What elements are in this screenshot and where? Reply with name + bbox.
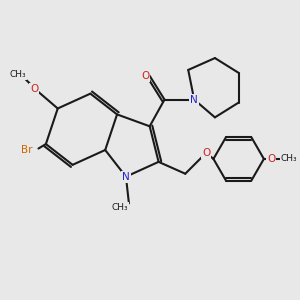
Text: N: N [190,94,198,105]
Text: CH₃: CH₃ [112,203,128,212]
Text: O: O [202,148,210,158]
Text: O: O [30,84,38,94]
Text: O: O [267,154,275,164]
Text: Br: Br [21,145,32,155]
Text: CH₃: CH₃ [281,154,297,164]
Text: N: N [122,172,130,182]
Text: O: O [141,71,149,81]
Text: CH₃: CH₃ [9,70,26,79]
